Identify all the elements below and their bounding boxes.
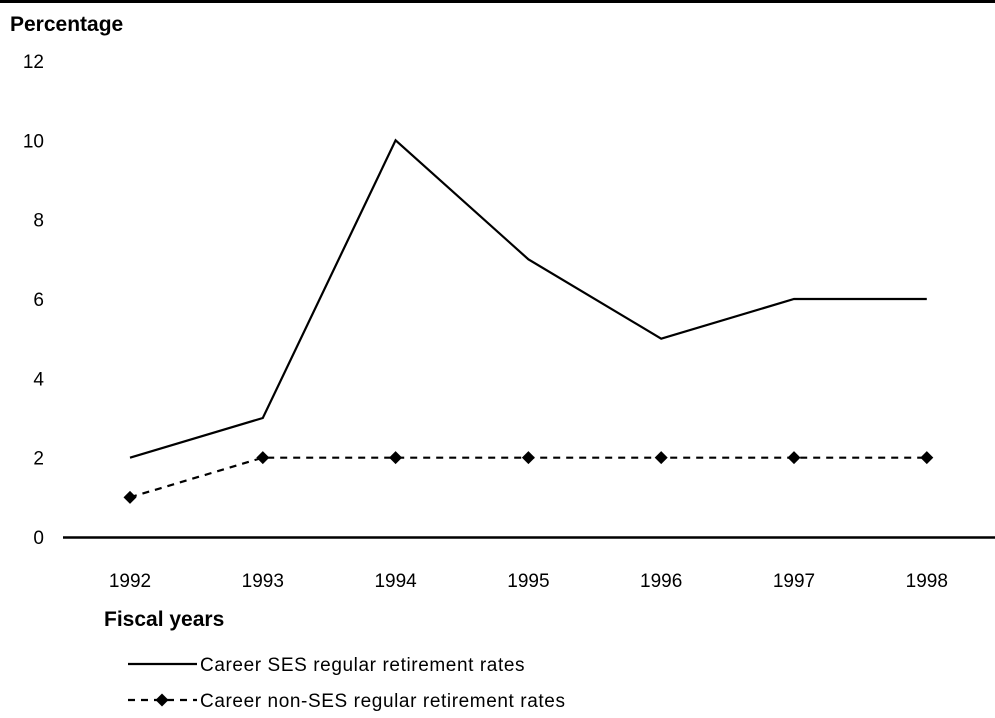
y-tick-label: 8: [33, 211, 44, 232]
y-tick-label: 12: [23, 52, 44, 73]
legend-label: Career SES regular retirement rates: [200, 655, 525, 676]
y-tick-label: 4: [33, 369, 44, 390]
x-tick-label: 1997: [773, 571, 815, 592]
legend-item: Career non-SES regular retirement rates: [128, 691, 566, 712]
y-axis-title: Percentage: [10, 13, 123, 36]
x-tick-labels: 1992 1993 1994 1995 1996 1997 1998: [109, 571, 948, 592]
y-tick-label: 2: [33, 449, 44, 470]
top-border-rule: [0, 0, 995, 3]
legend-label: Career non-SES regular retirement rates: [200, 691, 566, 712]
data-point-marker: [654, 451, 668, 465]
data-point-marker: [256, 451, 270, 465]
y-tick-label: 10: [23, 131, 44, 152]
series-2: [123, 451, 934, 504]
x-tick-label: 1998: [906, 571, 948, 592]
x-tick-label: 1995: [507, 571, 549, 592]
x-tick-label: 1993: [242, 571, 284, 592]
y-tick-label: 6: [33, 290, 44, 311]
data-point-marker: [787, 451, 801, 465]
x-tick-label: 1994: [374, 571, 417, 592]
series-layer: [123, 138, 934, 504]
x-tick-label: 1992: [109, 571, 151, 592]
x-axis-title: Fiscal years: [104, 608, 224, 631]
series-line: [129, 138, 927, 459]
y-tick-label: 0: [33, 528, 44, 549]
data-point-marker: [389, 451, 403, 465]
data-point-marker: [920, 451, 934, 465]
series-1: [129, 138, 927, 459]
data-point-marker: [123, 490, 137, 504]
data-point-marker: [521, 451, 535, 465]
legend-marker: [155, 693, 169, 707]
legend-item: Career SES regular retirement rates: [128, 655, 525, 676]
x-tick-label: 1996: [640, 571, 682, 592]
legend: Career SES regular retirement rates Caree…: [128, 655, 566, 712]
y-tick-labels: 0 2 4 6 8 10 12: [23, 52, 45, 549]
